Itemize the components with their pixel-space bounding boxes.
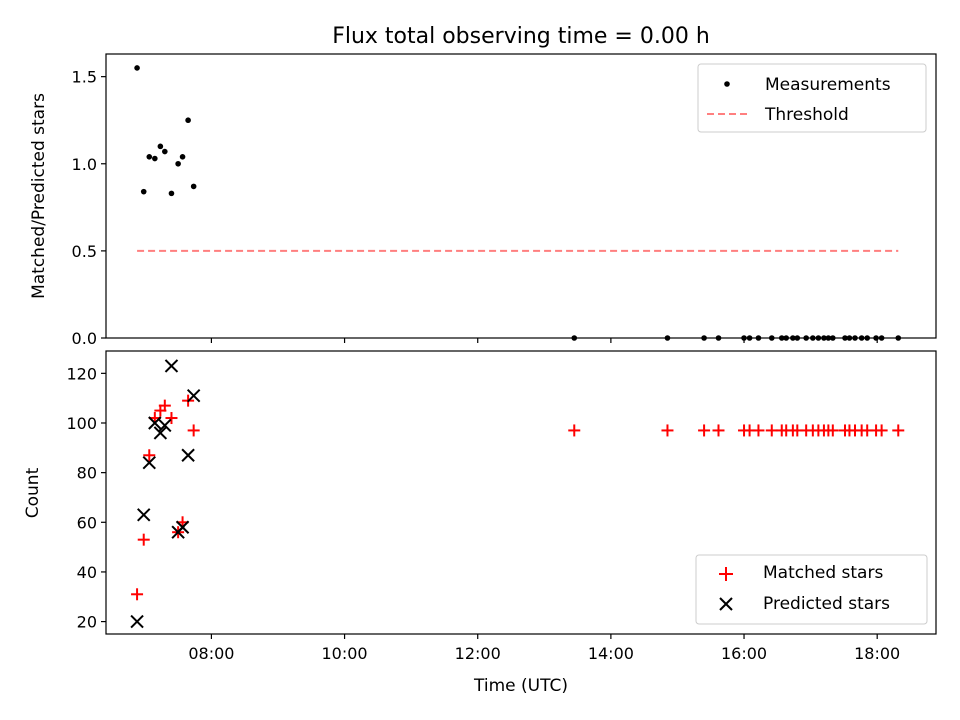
bottom-y-axis-label: Count xyxy=(23,467,43,518)
x-tick-label: 08:00 xyxy=(188,644,234,663)
bottom-panel: 20 40 60 80 100 120 08:00 10:00 12:00 14:00 16:00 1… xyxy=(23,350,937,696)
predicted-star-marker xyxy=(148,416,162,430)
predicted-star-marker xyxy=(186,388,201,403)
measurement-point xyxy=(152,155,158,162)
predicted-star-marker xyxy=(137,508,151,522)
x-tick-label: 10:00 xyxy=(322,644,368,663)
matched-star-marker xyxy=(131,588,144,601)
measurement-point xyxy=(134,65,140,71)
measurement-point xyxy=(179,153,186,160)
legend-marker-measurements xyxy=(724,81,730,87)
legend-label-threshold: Threshold xyxy=(764,105,849,125)
measurement-point xyxy=(146,153,153,160)
matched-star-marker xyxy=(661,424,674,437)
y-tick-label: 0.5 xyxy=(72,242,97,261)
bottom-legend-box xyxy=(695,554,928,625)
x-tick-label: 18:00 xyxy=(854,644,900,663)
bottom-legend: Matched stars Predicted stars xyxy=(695,554,928,625)
matched-star-marker xyxy=(752,424,765,437)
chart-title: Flux total observing time = 0.00 h xyxy=(332,24,710,49)
predicted-star-marker xyxy=(130,614,144,629)
measurement-point xyxy=(168,190,175,197)
measurement-point xyxy=(185,117,191,124)
matched-star-marker xyxy=(875,424,888,437)
y-tick-label: 120 xyxy=(66,364,97,383)
matched-star-marker xyxy=(568,424,581,437)
x-tick-label: 14:00 xyxy=(588,644,634,663)
top-legend-box xyxy=(697,63,927,133)
predicted-star-marker xyxy=(181,448,195,462)
measurement-point xyxy=(190,183,197,190)
y-tick-label: 60 xyxy=(77,513,97,532)
bottom-axes-frame xyxy=(105,350,937,635)
legend-label-matched-stars: Matched stars xyxy=(763,563,883,583)
predicted-star-marker xyxy=(175,520,190,534)
x-tick-label: 12:00 xyxy=(455,644,501,663)
legend-marker-predicted-stars xyxy=(719,597,733,611)
y-tick-label: 40 xyxy=(77,563,97,582)
matched-star-marker xyxy=(826,424,839,437)
measurement-point xyxy=(175,160,181,167)
predicted-star-marker xyxy=(142,456,156,470)
measurement-point xyxy=(162,148,168,155)
top-legend: Measurements Threshold xyxy=(697,63,927,133)
x-tick-label: 16:00 xyxy=(721,644,767,663)
y-tick-label: 0.0 xyxy=(72,329,97,348)
matched-star-marker xyxy=(165,412,178,425)
top-axes-frame xyxy=(105,53,937,339)
y-tick-label: 1.0 xyxy=(72,155,97,174)
matched-star-marker xyxy=(698,424,711,437)
predicted-star-marker xyxy=(164,359,179,373)
matched-star-marker xyxy=(143,449,156,462)
top-panel: 0.0 0.5 1.0 1.5 Matched/Predicted stars Mea… xyxy=(29,53,937,348)
measurement-point xyxy=(157,143,164,150)
top-y-axis-label: Matched/Predicted stars xyxy=(29,93,49,299)
y-tick-label: 20 xyxy=(77,613,97,632)
predicted-star-marker xyxy=(153,426,168,440)
y-tick-label: 100 xyxy=(66,414,97,433)
legend-label-predicted-stars: Predicted stars xyxy=(763,594,890,614)
y-tick-label: 80 xyxy=(77,464,97,483)
matched-star-marker xyxy=(137,533,150,546)
matched-star-marker xyxy=(892,424,905,437)
legend-marker-matched-stars xyxy=(719,567,733,581)
measurement-point xyxy=(140,188,147,195)
x-axis-label: Time (UTC) xyxy=(473,676,568,696)
predicted-star-marker xyxy=(158,418,172,433)
y-tick-label: 1.5 xyxy=(72,68,97,87)
matched-star-marker xyxy=(158,399,171,412)
legend-label-measurements: Measurements xyxy=(765,75,891,95)
matched-star-marker xyxy=(712,424,725,437)
matched-star-marker xyxy=(187,424,200,437)
